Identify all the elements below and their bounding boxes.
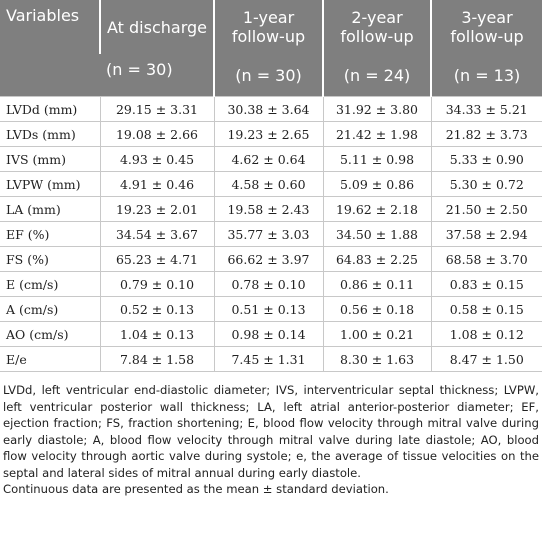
table-row: EF (%) 34.54 ± 3.67 35.77 ± 3.03 34.50 ± 1.… (0, 221, 542, 247)
table-row: IVS (mm) 4.93 ± 0.45 4.62 ± 0.64 5.11 ± 0.9… (0, 146, 542, 172)
cell: 65.23 ± 4.71 (99, 246, 214, 272)
cell: 19.08 ± 2.66 (99, 121, 214, 147)
cell: 29.15 ± 3.31 (99, 96, 214, 122)
footnote: LVDd, left ventricular end-diastolic dia… (3, 383, 539, 480)
table-row: AO (cm/s) 1.04 ± 0.13 0.98 ± 0.14 1.00 ± 0.… (0, 321, 542, 347)
cell: 7.84 ± 1.58 (99, 346, 214, 372)
cell: 34.33 ± 5.21 (430, 96, 542, 122)
cell: 4.58 ± 0.60 (213, 171, 323, 197)
cell: 19.58 ± 2.43 (213, 196, 323, 222)
cell: 21.82 ± 3.73 (430, 121, 542, 147)
cell: 5.33 ± 0.90 (430, 146, 542, 172)
cell: 30.38 ± 3.64 (213, 96, 323, 122)
cell: 35.77 ± 3.03 (213, 221, 323, 247)
cell: 8.30 ± 1.63 (322, 346, 431, 372)
cell: 4.91 ± 0.46 (99, 171, 214, 197)
cell: 0.98 ± 0.14 (213, 321, 323, 347)
cell: 0.56 ± 0.18 (322, 296, 431, 322)
cell: 0.51 ± 0.13 (213, 296, 323, 322)
row-label: A (cm/s) (0, 296, 100, 322)
row-label: AO (cm/s) (0, 321, 100, 347)
cell: 66.62 ± 3.97 (213, 246, 323, 272)
cell: 37.58 ± 2.94 (430, 221, 542, 247)
cell: 0.52 ± 0.13 (99, 296, 214, 322)
cell: 19.62 ± 2.18 (322, 196, 431, 222)
cell: 4.93 ± 0.45 (99, 146, 214, 172)
table-row: FS (%) 65.23 ± 4.71 66.62 ± 3.97 64.83 ± 2.… (0, 246, 542, 272)
cell: 0.79 ± 0.10 (99, 271, 214, 297)
column-header: At discharge (99, 0, 214, 54)
table-row: E/e 7.84 ± 1.58 7.45 ± 1.31 8.30 ± 1.63 8.47… (0, 346, 542, 372)
sample-size: (n = 30) (100, 54, 214, 97)
table-row: E (cm/s) 0.79 ± 0.10 0.78 ± 0.10 0.86 ± 0.1… (0, 271, 542, 297)
header-row: Variables At discharge 1-year follow-up 2-y… (0, 0, 542, 97)
cell: 5.30 ± 0.72 (430, 171, 542, 197)
cell: 1.08 ± 0.12 (430, 321, 542, 347)
cell: 0.78 ± 0.10 (213, 271, 323, 297)
column-header: Variables (0, 0, 100, 97)
sample-size: (n = 24) (322, 54, 431, 97)
row-label: E/e (0, 346, 100, 372)
cell: 21.50 ± 2.50 (430, 196, 542, 222)
column-header: 3-year follow-up (430, 0, 542, 54)
table-row: A (cm/s) 0.52 ± 0.13 0.51 ± 0.13 0.56 ± 0.1… (0, 296, 542, 322)
cell: 19.23 ± 2.65 (213, 121, 323, 147)
column-header: 2-year follow-up (322, 0, 431, 54)
sample-size: (n = 13) (430, 54, 542, 97)
cell: 0.86 ± 0.11 (322, 271, 431, 297)
cell: 34.54 ± 3.67 (99, 221, 214, 247)
count-row: (n = 30) (n = 30) (n = 24) (n = 13) (0, 54, 542, 97)
row-label: FS (%) (0, 246, 100, 272)
cell: 5.11 ± 0.98 (322, 146, 431, 172)
sample-size: (n = 30) (213, 54, 323, 97)
row-label: EF (%) (0, 221, 100, 247)
cell: 5.09 ± 0.86 (322, 171, 431, 197)
cell: 7.45 ± 1.31 (213, 346, 323, 372)
row-label: LVDd (mm) (0, 96, 100, 122)
cell: 1.04 ± 0.13 (99, 321, 214, 347)
cell: 64.83 ± 2.25 (322, 246, 431, 272)
cell: 68.58 ± 3.70 (430, 246, 542, 272)
row-label: LVPW (mm) (0, 171, 100, 197)
row-label: LVDs (mm) (0, 121, 100, 147)
cell: 0.83 ± 0.15 (430, 271, 542, 297)
cell: 0.58 ± 0.15 (430, 296, 542, 322)
data-table: Variables At discharge 1-year follow-up 2-y… (0, 0, 542, 372)
table-row: LA (mm) 19.23 ± 2.01 19.58 ± 2.43 19.62 ± 2… (0, 196, 542, 222)
row-label: E (cm/s) (0, 271, 100, 297)
cell: 1.00 ± 0.21 (322, 321, 431, 347)
row-label: IVS (mm) (0, 146, 100, 172)
column-header: 1-year follow-up (213, 0, 323, 54)
cell: 19.23 ± 2.01 (99, 196, 214, 222)
cell: 31.92 ± 3.80 (322, 96, 431, 122)
cell: 34.50 ± 1.88 (322, 221, 431, 247)
footnote: Continuous data are presented as the mea… (3, 482, 389, 496)
row-label: LA (mm) (0, 196, 100, 222)
table-row: LVPW (mm) 4.91 ± 0.46 4.58 ± 0.60 5.09 ± 0.… (0, 171, 542, 197)
cell: 8.47 ± 1.50 (430, 346, 542, 372)
footnotes: LVDd, left ventricular end-diastolic dia… (0, 372, 542, 498)
table-row: LVDs (mm) 19.08 ± 2.66 19.23 ± 2.65 21.42 ±… (0, 121, 542, 147)
cell: 21.42 ± 1.98 (322, 121, 431, 147)
cell: 4.62 ± 0.64 (213, 146, 323, 172)
table-row: LVDd (mm) 29.15 ± 3.31 30.38 ± 3.64 31.92 ±… (0, 96, 542, 122)
